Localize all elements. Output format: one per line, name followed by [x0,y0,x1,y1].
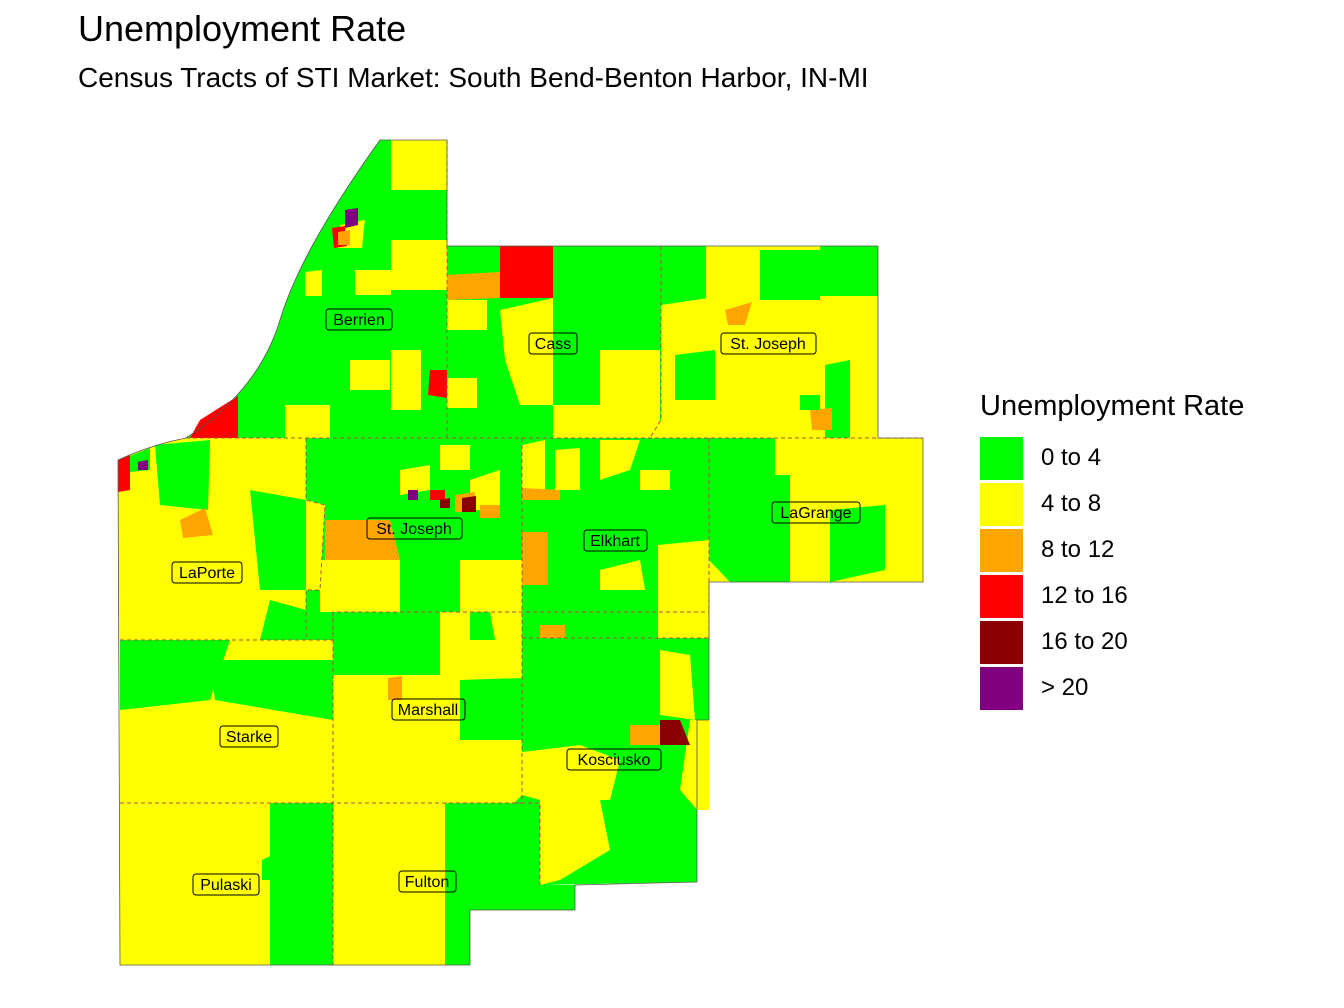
svg-text:Cass: Cass [535,336,571,353]
svg-text:LaGrange: LaGrange [780,505,851,522]
map-title: Unemployment Rate [78,8,407,49]
svg-text:St. Joseph: St. Joseph [730,336,806,353]
legend-item: 8 to 12 [980,527,1244,573]
legend-swatch [980,620,1023,664]
label-lagrange: LaGrange [771,501,861,524]
legend-items: 0 to 4 4 to 8 8 to 12 12 to 16 16 to 20 > 20 [980,435,1244,711]
legend-label: 4 to 8 [1041,490,1102,517]
svg-text:Starke: Starke [226,729,272,746]
svg-text:Elkhart: Elkhart [590,533,640,550]
legend-item: 4 to 8 [980,481,1244,527]
label-berrien: Berrien [325,308,393,331]
label-laporte: LaPorte [171,561,243,584]
label-cass: Cass [528,332,578,355]
legend-item: > 20 [980,665,1244,711]
svg-text:Berrien: Berrien [333,312,385,329]
legend-swatch [980,666,1023,710]
svg-text:St. Joseph: St. Joseph [376,521,452,538]
svg-text:Marshall: Marshall [398,702,458,719]
legend-label: 12 to 16 [1041,582,1128,609]
label-pulaski: Pulaski [192,873,260,896]
svg-text:Kosciusko: Kosciusko [578,752,651,769]
legend-item: 12 to 16 [980,573,1244,619]
label-fulton: Fulton [398,870,457,893]
legend: Unemployment Rate 0 to 4 4 to 8 8 to 12 12 … [980,390,1244,711]
svg-text:LaPorte: LaPorte [179,565,235,582]
legend-swatch [980,528,1023,572]
label-st-joseph-mi: St. Joseph [720,332,817,355]
label-starke: Starke [219,725,279,748]
county-labels: Berrien Cass St. Joseph LaPorte St. Jose… [171,308,861,896]
legend-swatch [980,482,1023,526]
label-kosciusko: Kosciusko [566,748,662,771]
market-outline [117,139,924,966]
label-marshall: Marshall [391,698,466,721]
legend-item: 0 to 4 [980,435,1244,481]
map-subtitle: Census Tracts of STI Market: South Bend-… [78,62,869,93]
label-elkhart: Elkhart [583,529,648,552]
tract-fills [118,140,885,965]
legend-swatch [980,436,1023,480]
legend-label: 8 to 12 [1041,536,1115,563]
legend-label: 0 to 4 [1041,444,1102,471]
legend-swatch [980,574,1023,618]
svg-text:Pulaski: Pulaski [200,877,252,894]
legend-label: > 20 [1041,674,1089,701]
svg-text:Fulton: Fulton [405,874,449,891]
county-borders [120,140,923,965]
legend-item: 16 to 20 [980,619,1244,665]
legend-title: Unemployment Rate [980,390,1245,422]
legend-label: 16 to 20 [1041,628,1128,655]
label-st-joseph-in: St. Joseph [366,517,463,540]
